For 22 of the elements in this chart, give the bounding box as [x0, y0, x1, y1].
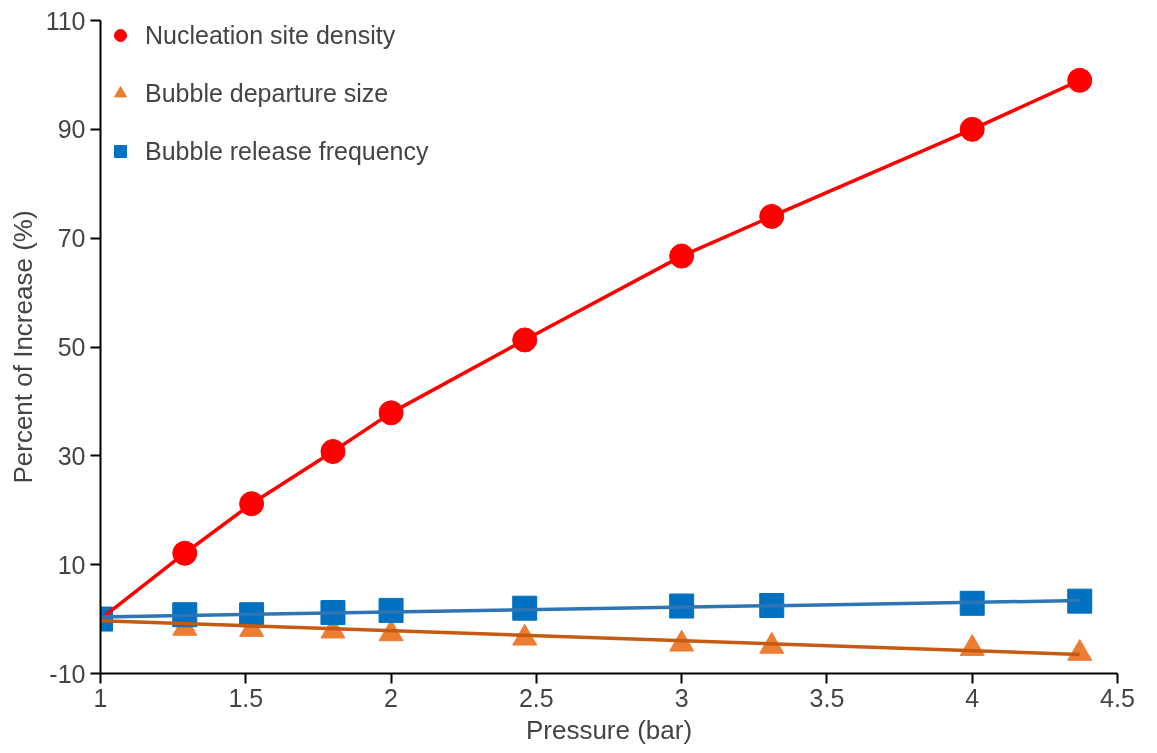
x-tick-label: 2.5 — [518, 683, 554, 712]
y-tick-label: 110 — [45, 6, 86, 35]
y-tick-label: -10 — [49, 659, 86, 688]
x-tick-label: 1 — [93, 683, 108, 712]
y-tick-label: 90 — [57, 115, 86, 144]
x-tick-label: 1.5 — [228, 683, 264, 712]
x-tick-label: 3 — [674, 683, 689, 712]
x-tick-label: 2 — [384, 683, 399, 712]
x-tick-label: 3.5 — [809, 683, 845, 712]
legend-label: Bubble departure size — [145, 78, 389, 108]
y-tick-label: 30 — [57, 441, 86, 470]
y-tick-label: 10 — [57, 550, 86, 579]
legend-label: Bubble release frequency — [145, 136, 429, 166]
y-tick-label: 50 — [57, 333, 86, 361]
point — [1067, 67, 1093, 93]
x-tick-label: 4 — [965, 683, 980, 712]
x-tick-label: 4.5 — [1100, 683, 1135, 712]
y-axis-title: Percent of Increase (%) — [7, 210, 38, 484]
legend-label: Nucleation site density — [145, 20, 396, 50]
x-axis-title: Pressure (bar) — [525, 714, 693, 745]
y-tick-label: 70 — [57, 224, 86, 253]
point — [1067, 588, 1093, 614]
